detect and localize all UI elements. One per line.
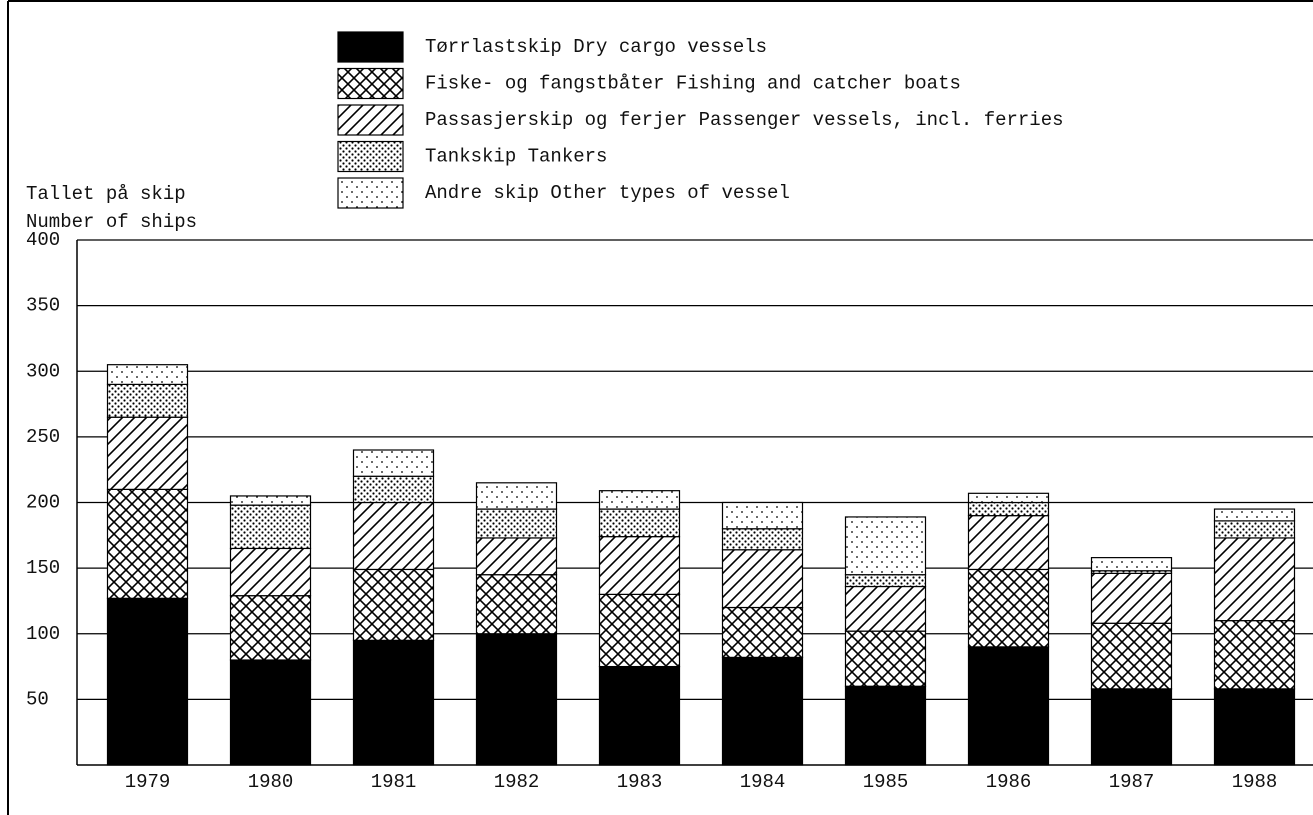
bar-segment (1090, 572, 1173, 624)
legend-swatch (337, 104, 404, 136)
bar-segment (229, 659, 312, 766)
bar-segment (352, 475, 435, 504)
bar-segment (721, 656, 804, 766)
bar-segment (967, 492, 1050, 504)
bar-segment (598, 593, 681, 668)
bar-segment (106, 488, 189, 599)
bar-segment (106, 383, 189, 418)
x-tick-label: 1980 (248, 771, 294, 793)
y-tick-label: 100 (26, 623, 60, 645)
x-tick-label: 1988 (1232, 771, 1278, 793)
bar-segment (1213, 688, 1296, 766)
bar-segment (475, 508, 558, 539)
bar-segment (1213, 508, 1296, 522)
bar-segment (106, 364, 189, 385)
x-tick-label: 1986 (986, 771, 1032, 793)
bar-segment (352, 449, 435, 477)
bar-segment (475, 482, 558, 510)
bar-segment (1090, 688, 1173, 766)
bar-segment (475, 574, 558, 635)
bar-segment (1213, 520, 1296, 539)
legend-label: Fiske- og fangstbåter Fishing and catche… (425, 73, 961, 95)
legend-label: Tankskip Tankers (425, 146, 607, 168)
bar-segment (967, 515, 1050, 571)
y-tick-label: 300 (26, 360, 60, 382)
bar-segment (229, 547, 312, 597)
bar-segment (1213, 620, 1296, 690)
bar-segment (844, 574, 927, 588)
bar-segment (475, 633, 558, 766)
y-axis-label: Number of ships (26, 211, 197, 233)
bar-segment (1213, 537, 1296, 622)
legend-label: Andre skip Other types of vessel (425, 182, 790, 204)
x-tick-label: 1985 (863, 771, 909, 793)
legend-swatch (337, 177, 404, 209)
bar-segment (598, 490, 681, 510)
y-axis-label: Tallet på skip (26, 183, 186, 205)
bar-segment (352, 568, 435, 641)
bar-segment (229, 495, 312, 506)
x-tick-label: 1979 (125, 771, 171, 793)
bar-segment (352, 501, 435, 571)
legend-swatch (337, 140, 404, 173)
bar-segment (967, 568, 1050, 648)
legend-label: Passasjerskip og ferjer Passenger vessel… (425, 109, 1064, 131)
bar-segment (967, 501, 1050, 517)
x-tick-label: 1983 (617, 771, 663, 793)
bar-segment (721, 528, 804, 551)
legend-swatch (337, 31, 404, 63)
bar-segment (229, 504, 312, 550)
bar-segment (1090, 557, 1173, 572)
y-tick-label: 200 (26, 492, 60, 514)
bar-segment (106, 416, 189, 490)
bar-segment (475, 537, 558, 576)
bar-segment (598, 508, 681, 538)
x-tick-label: 1984 (740, 771, 786, 793)
bar-segment (844, 685, 927, 766)
x-tick-label: 1987 (1109, 771, 1155, 793)
bar-segment (721, 549, 804, 609)
bar-segment (844, 516, 927, 576)
bar-segment (598, 536, 681, 595)
y-tick-label: 250 (26, 426, 60, 448)
legend-swatch (337, 67, 404, 100)
bar-segment (844, 585, 927, 632)
bar-segment (352, 639, 435, 766)
x-tick-label: 1981 (371, 771, 417, 793)
y-tick-label: 400 (26, 229, 60, 251)
x-tick-label: 1982 (494, 771, 540, 793)
y-tick-label: 350 (26, 295, 60, 317)
bar-segment (721, 501, 804, 530)
bar-segment (844, 630, 927, 687)
legend-label: Tørrlastskip Dry cargo vessels (425, 36, 767, 58)
bar-segment (967, 646, 1050, 766)
y-tick-label: 150 (26, 557, 60, 579)
bar-segment (1090, 622, 1173, 690)
bar-segment (721, 606, 804, 658)
bar-segment (598, 665, 681, 766)
bar-segment (229, 595, 312, 661)
y-tick-label: 50 (26, 688, 49, 710)
bar-segment (106, 597, 189, 766)
